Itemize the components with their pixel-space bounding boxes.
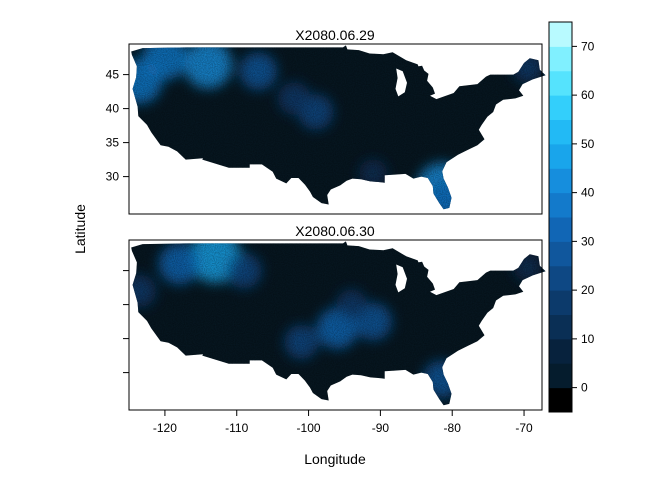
colorbar-frame <box>548 21 573 413</box>
colorbar-swatch <box>549 290 572 315</box>
colorbar-tick-label: 10 <box>581 332 595 346</box>
colorbar-swatch <box>549 241 572 267</box>
colorbar-swatch <box>549 46 572 72</box>
x-tick-label: -120 <box>153 421 177 435</box>
x-tick-label: -90 <box>372 421 390 435</box>
map-panel-x2080-06-30 <box>128 239 546 411</box>
lake-michigan <box>395 68 407 97</box>
colorbar-tick-label: 0 <box>581 381 588 395</box>
lake-michigan <box>395 264 407 293</box>
y-tick-label: 40 <box>106 102 120 116</box>
colorbar-swatch <box>549 119 572 145</box>
colorbar-swatch <box>549 192 572 218</box>
y-axis-ticks: 30 35 40 45 <box>106 68 129 374</box>
panel-title-bottom: X2080.06.30 <box>295 223 375 239</box>
colorbar-legend: 0 10 20 30 40 50 60 70 <box>548 21 595 413</box>
map-panel-x2080-06-29 <box>128 43 546 215</box>
colorbar-swatch <box>549 143 572 169</box>
colorbar-swatch <box>549 338 572 364</box>
colorbar-tick-label: 40 <box>581 186 595 200</box>
x-axis-title: Longitude <box>304 451 366 467</box>
x-tick-label: -100 <box>297 421 321 435</box>
colorbar-tick-label: 60 <box>581 88 595 102</box>
y-axis-title: Latitude <box>72 204 88 254</box>
colorbar-swatch <box>549 363 572 389</box>
panel-frame <box>128 239 543 411</box>
colorbar-swatch <box>549 168 572 194</box>
x-tick-label: -80 <box>444 421 462 435</box>
y-tick-label: 35 <box>106 136 120 150</box>
colorbar-tick-label: 50 <box>581 137 595 151</box>
colorbar-swatch <box>549 217 572 242</box>
colorbar-swatch <box>549 314 572 340</box>
x-tick-label: -110 <box>225 421 248 435</box>
panel-title-top: X2080.06.29 <box>295 27 375 43</box>
y-tick-label: 30 <box>106 170 120 184</box>
x-axis-ticks: -120 -110 -100 -90 -80 -70 <box>153 410 533 435</box>
colorbar-tick-label: 20 <box>581 283 595 297</box>
y-tick-label: 45 <box>106 68 120 82</box>
colorbar-swatch <box>549 387 572 413</box>
colorbar-swatch <box>549 95 572 120</box>
colorbar-tick-label: 70 <box>581 39 595 53</box>
colorbar-tick-label: 30 <box>581 234 595 248</box>
panel-frame <box>128 43 543 215</box>
colorbar-swatch <box>549 265 572 291</box>
x-tick-label: -70 <box>515 421 533 435</box>
colorbar-swatch <box>549 22 572 47</box>
colorbar-swatch <box>549 70 572 96</box>
